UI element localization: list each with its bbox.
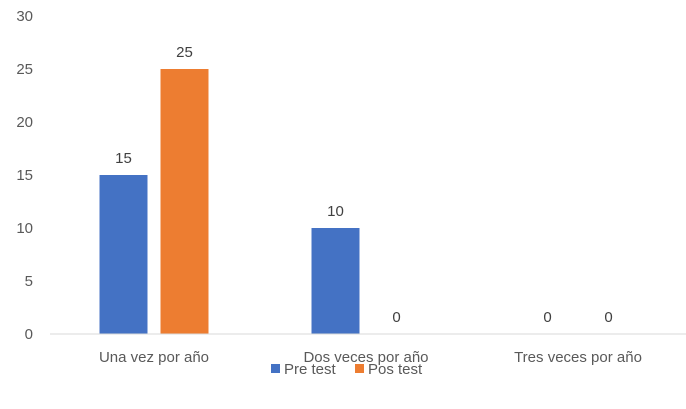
legend: Pre test Pos test: [271, 361, 423, 378]
y-tick-label: 20: [16, 114, 33, 131]
data-label: 0: [543, 309, 551, 326]
legend-item: Pos test: [355, 361, 423, 378]
x-tick-label: Dos veces por año: [303, 349, 428, 366]
data-label: 15: [115, 150, 132, 167]
y-tick-label: 0: [25, 326, 33, 343]
legend-label: Pre test: [284, 361, 337, 378]
bars-group: [99, 69, 360, 334]
x-tick-label: Una vez por año: [99, 349, 209, 366]
legend-swatch: [355, 364, 364, 373]
y-axis: 0 5 10 15 20 25 30: [16, 8, 33, 343]
x-axis: Una vez por año Dos veces por año Tres vec…: [50, 333, 686, 366]
legend-item: Pre test: [271, 361, 337, 378]
data-labels-group: 15 25 10 0 0 0: [115, 44, 613, 326]
y-tick-label: 5: [25, 273, 33, 290]
data-label: 10: [327, 203, 344, 220]
legend-label: Pos test: [368, 361, 423, 378]
y-tick-label: 30: [16, 8, 33, 25]
bar: [311, 228, 360, 334]
x-tick-label: Tres veces por año: [514, 349, 642, 366]
y-tick-label: 15: [16, 167, 33, 184]
bar: [99, 175, 148, 334]
data-label: 0: [392, 309, 400, 326]
data-label: 25: [176, 44, 193, 61]
data-label: 0: [604, 309, 612, 326]
y-tick-label: 25: [16, 61, 33, 78]
legend-swatch: [271, 364, 280, 373]
bar: [160, 69, 209, 334]
y-tick-label: 10: [16, 220, 33, 237]
